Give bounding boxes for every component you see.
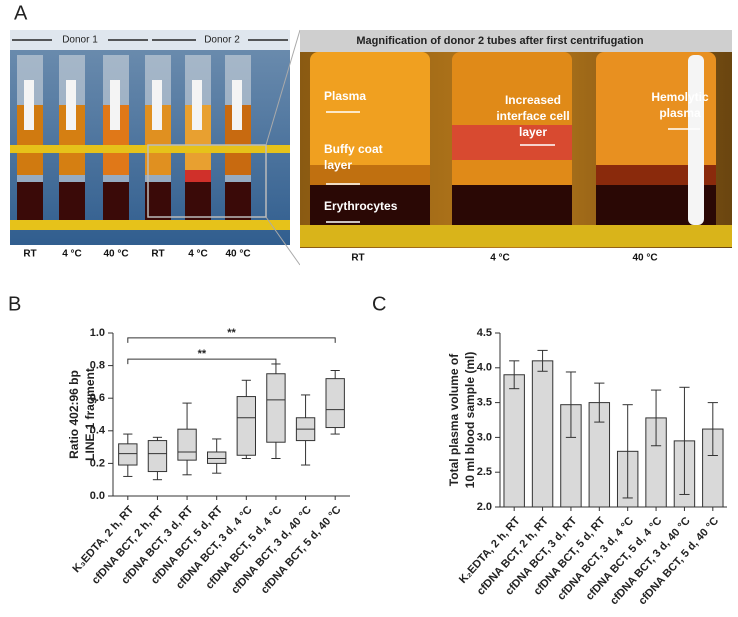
y-tick-label: 0.2 [90,457,105,469]
significance-bracket [127,337,336,343]
interface [452,125,572,160]
tube-label: RT [351,253,364,264]
box [207,451,227,464]
y-axis-label: Ratio 402:96 bp [67,370,81,459]
tubes [310,52,716,247]
zoom-line [265,216,301,266]
bar [503,374,525,508]
annotation: Erythrocytes [324,199,398,213]
annotation: Plasma [324,89,366,103]
interface [310,165,430,185]
tube-label [110,80,120,130]
panel-label: A [14,2,28,24]
erythrocytes [185,182,211,225]
y-tick-label: 0.0 [90,490,105,502]
y-axis-label: LINE-1 fragment [83,368,97,461]
box [325,378,345,429]
rack [10,145,290,153]
tube-label: 40 °C [225,249,250,260]
significance-label: ** [227,327,236,339]
y-tick-label: 2.0 [477,501,492,513]
annotation: plasma [659,106,701,120]
y-tick-label: 3.5 [477,397,492,409]
bar [531,360,554,508]
tube-label [152,80,162,130]
tube-label [192,80,202,130]
significance-bracket [127,358,277,365]
label [688,55,704,225]
donor-label: Donor 2 [204,35,240,46]
title-strip [300,30,732,52]
tube-label: RT [23,249,36,260]
y-tick-label: 1.0 [90,327,105,339]
label-strip [10,245,290,262]
zoom-box [147,144,267,218]
erythrocytes [145,182,171,225]
donor-label: Donor 1 [62,35,98,46]
significance-label: ** [198,348,207,360]
magnification-title: Magnification of donor 2 tubes after fir… [356,35,644,47]
y-tick-label: 3.0 [477,431,492,443]
panel-label: C [372,293,386,315]
annotation: layer [519,125,547,139]
panel-label: B [8,293,21,315]
annotation: layer [324,158,352,172]
label-strip [300,248,732,266]
y-tick-label: 4.0 [477,362,492,374]
tube-label: 4 °C [188,249,208,260]
tube-label: 4 °C [62,249,82,260]
tubes [17,55,251,225]
annotation: interface cell [496,109,569,123]
box [266,373,286,443]
arrows [326,111,700,223]
tube-label [232,80,242,130]
interface [596,165,716,185]
y-tick-label: 0.4 [90,425,106,437]
box [236,396,256,456]
erythrocytes [225,182,251,225]
tube-label: RT [151,249,164,260]
y-tick-label: 4.5 [477,327,492,339]
rack [300,225,732,247]
rack [10,220,290,230]
tube-label: 40 °C [103,249,128,260]
y-tick-label: 0.6 [90,392,105,404]
annotation: Hemolytic [651,90,709,104]
annotation: Buffy coat [324,142,383,156]
tube-label [24,80,34,130]
zoom-line [265,29,301,146]
box [118,443,138,466]
y-axis-label: 10 ml blood sample (ml) [463,352,477,489]
erythrocytes [17,182,43,225]
y-tick-label: 2.5 [477,466,492,478]
tube-label [66,80,76,130]
box [177,428,197,461]
erythrocytes [103,182,129,225]
interface [185,170,211,182]
tube-label: 40 °C [632,253,657,264]
y-tick-label: 0.8 [90,360,105,372]
y-axis-label: Total plasma volume of [447,353,461,486]
donor-strip [10,30,290,50]
erythrocytes [59,182,85,225]
annotation: Increased [505,93,561,107]
tube-label: 4 °C [490,253,510,264]
box [147,440,168,473]
